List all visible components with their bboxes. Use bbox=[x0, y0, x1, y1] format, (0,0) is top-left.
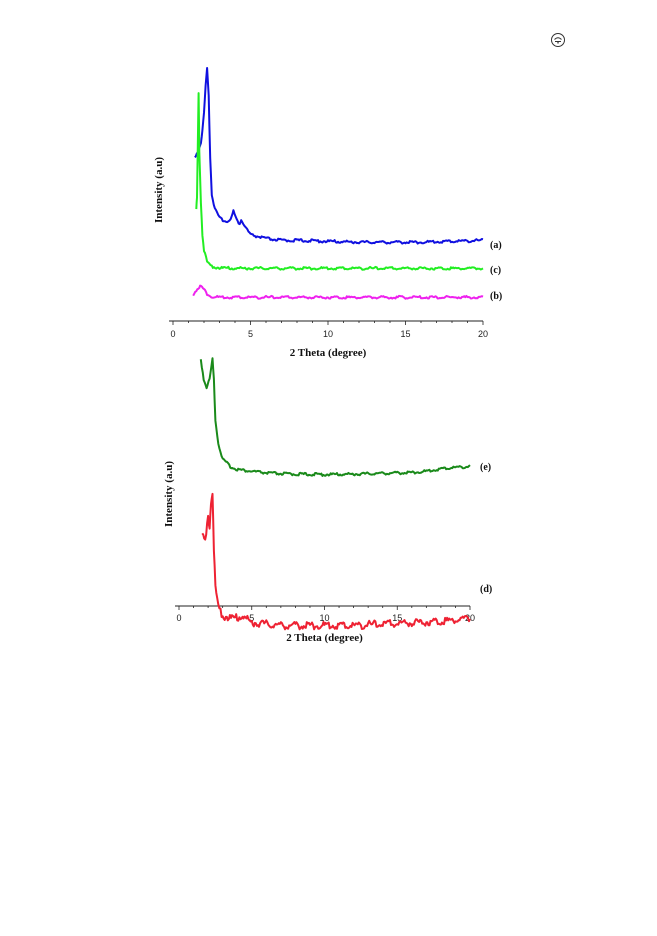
series-label-b: (b) bbox=[490, 291, 502, 302]
series-label-a: (a) bbox=[490, 240, 502, 251]
chart-top-group: 0 5 10 15 20 2 Theta (degree) Intensity (a.u) (… bbox=[153, 67, 502, 359]
x-tick-label: 5 bbox=[248, 329, 253, 339]
series-label-c: (c) bbox=[490, 265, 501, 276]
y-axis-title: Intensity (a.u) bbox=[153, 157, 165, 223]
x-tick-label: 10 bbox=[323, 329, 333, 339]
series-line-a bbox=[194, 67, 484, 245]
x-tick-label: 20 bbox=[478, 329, 488, 339]
x-tick-label: 0 bbox=[170, 329, 175, 339]
x-tick-label: 15 bbox=[400, 329, 410, 339]
series-line-b bbox=[192, 284, 484, 300]
x-axis-title: 2 Theta (degree) bbox=[290, 347, 367, 359]
series-line-c bbox=[195, 92, 484, 271]
circled-seal-icon bbox=[550, 32, 566, 48]
